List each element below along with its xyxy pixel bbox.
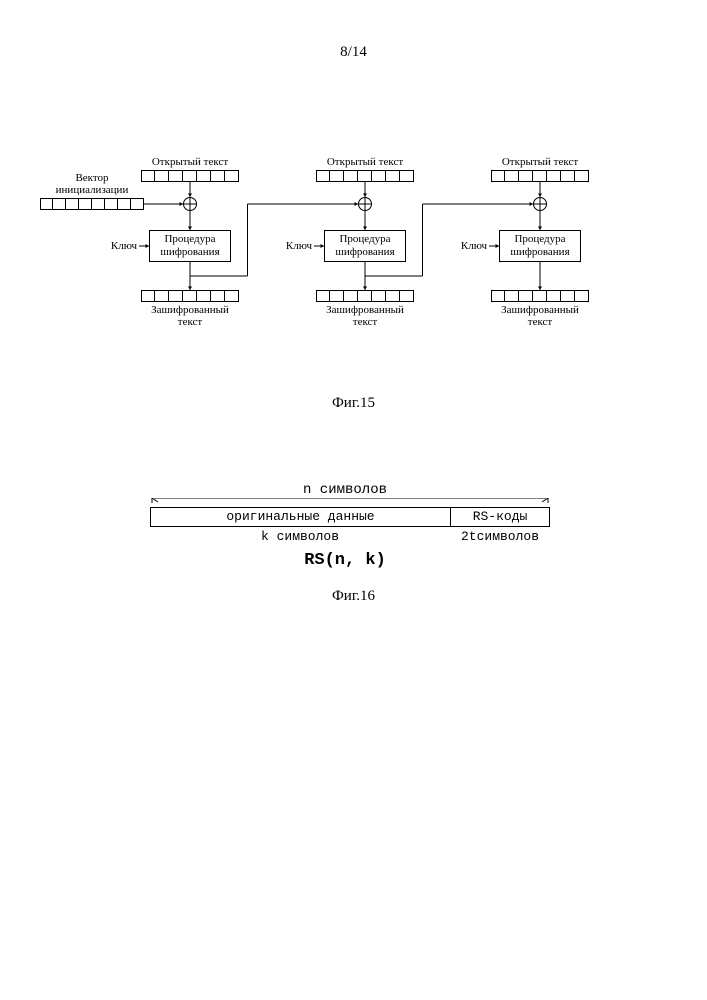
- iv-label: Векторинициализации: [40, 172, 144, 196]
- ciphertext-label: Зашифрованныйтекст: [141, 304, 239, 328]
- ciphertext-label: Зашифрованныйтекст: [491, 304, 589, 328]
- fig16-k-label: k символов: [150, 529, 450, 544]
- fig16-table: оригинальные данные RS-коды: [150, 507, 550, 527]
- figure-15: ВекторинициализацииОткрытый текстПроцеду…: [60, 150, 640, 370]
- plaintext-cells: [316, 170, 414, 182]
- fig16-n-label: n символов: [110, 482, 580, 498]
- fig16-rs-formula: RS(n, k): [110, 551, 580, 570]
- page-number: 8/14: [0, 44, 707, 61]
- key-label: Ключ: [459, 240, 489, 252]
- cipher-box: Процедурашифрования: [324, 230, 406, 262]
- xor-icon: [183, 197, 197, 211]
- fig16-caption: Фиг.16: [0, 588, 707, 605]
- ciphertext-cells: [491, 290, 589, 302]
- iv-cells: [40, 198, 144, 210]
- xor-icon: [358, 197, 372, 211]
- ciphertext-cells: [141, 290, 239, 302]
- ciphertext-cells: [316, 290, 414, 302]
- key-label: Ключ: [109, 240, 139, 252]
- plaintext-label: Открытый текст: [491, 156, 589, 168]
- cipher-box: Процедурашифрования: [499, 230, 581, 262]
- fig15-caption: Фиг.15: [0, 395, 707, 412]
- fig16-rs-codes: RS-коды: [451, 508, 549, 526]
- plaintext-label: Открытый текст: [316, 156, 414, 168]
- fig16-sub-labels: k символов 2tсимволов: [150, 529, 550, 544]
- plaintext-label: Открытый текст: [141, 156, 239, 168]
- xor-icon: [533, 197, 547, 211]
- plaintext-cells: [141, 170, 239, 182]
- fig16-t-label: 2tсимволов: [450, 529, 550, 544]
- cipher-box: Процедурашифрования: [149, 230, 231, 262]
- figure-16: n символов оригинальные данные RS-коды k…: [110, 485, 580, 605]
- ciphertext-label: Зашифрованныйтекст: [316, 304, 414, 328]
- key-label: Ключ: [284, 240, 314, 252]
- fig16-original-data: оригинальные данные: [151, 508, 451, 526]
- plaintext-cells: [491, 170, 589, 182]
